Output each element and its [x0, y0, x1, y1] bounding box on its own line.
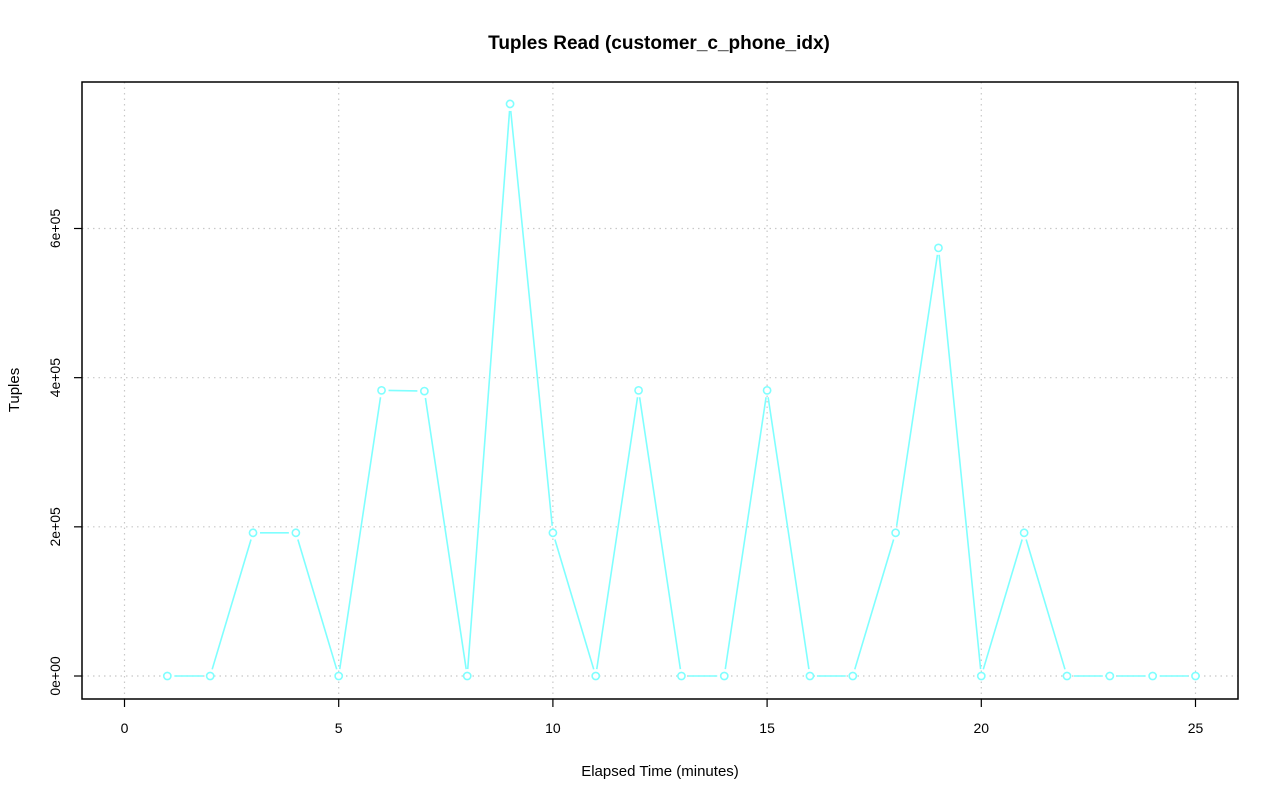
series-line-segment: [338, 397, 382, 670]
data-point: [1062, 671, 1072, 681]
data-point: [719, 671, 729, 681]
y-axis: 0e+00 2e+05 4e+05 6e+05: [47, 209, 82, 696]
x-tick-label: 0: [121, 720, 129, 736]
series-line-segment: [895, 254, 939, 526]
data-point: [891, 528, 901, 538]
data-point: [934, 243, 943, 253]
series-line-segment: [638, 397, 682, 670]
data-point: [805, 671, 815, 681]
x-tick-label: 25: [1188, 720, 1204, 736]
data-point: [334, 671, 344, 681]
data-point: [462, 671, 472, 681]
data-point: [1105, 671, 1115, 681]
y-tick-label: 4e+05: [47, 358, 63, 398]
y-tick-label: 2e+05: [47, 507, 63, 547]
series-line-segment: [767, 397, 810, 670]
data-point: [1019, 528, 1029, 538]
data-point: [162, 671, 172, 681]
chart-title: Tuples Read (customer_c_phone_idx): [488, 33, 830, 54]
series-line-segment: [509, 110, 554, 526]
series-line-segment: [388, 389, 418, 392]
series-line-segment: [424, 397, 467, 670]
data-point: [248, 528, 258, 538]
data-point: [634, 385, 643, 395]
data-point: [1148, 671, 1158, 681]
data-point: [848, 671, 858, 681]
x-tick-label: 5: [335, 720, 343, 736]
series-line-segment: [724, 397, 767, 670]
data-point: [377, 385, 386, 395]
plot-frame: [81, 81, 1239, 700]
x-axis: 0 5 10 15 20 25: [121, 699, 1204, 736]
x-axis-label: Elapsed Time (minutes): [581, 763, 739, 780]
series-group: [162, 99, 1200, 681]
data-point: [677, 671, 686, 681]
grid-lines: [82, 82, 1238, 699]
series-line-segment: [211, 539, 252, 670]
data-point: [591, 671, 601, 681]
x-tick-label: 10: [545, 720, 561, 736]
series-line-segment: [854, 539, 895, 670]
data-point: [976, 671, 986, 681]
series-line-segment: [297, 539, 338, 670]
data-point: [419, 386, 429, 396]
series-line-segment: [466, 110, 511, 670]
series-line-segment: [982, 539, 1023, 670]
data-point: [762, 385, 772, 395]
data-point: [205, 671, 215, 681]
y-tick-label: 0e+00: [47, 656, 63, 696]
series-line-segment: [554, 539, 595, 670]
data-point: [1191, 671, 1200, 681]
series-line-segment: [1025, 539, 1066, 670]
data-point: [291, 528, 301, 538]
x-tick-label: 20: [974, 720, 990, 736]
series-line-segment: [595, 397, 639, 670]
data-point: [505, 99, 515, 109]
series-line-segment: [938, 254, 982, 670]
data-point: [548, 528, 558, 538]
y-tick-label: 6e+05: [47, 209, 63, 249]
y-axis-label: Tuples: [6, 368, 23, 412]
x-tick-label: 15: [759, 720, 775, 736]
